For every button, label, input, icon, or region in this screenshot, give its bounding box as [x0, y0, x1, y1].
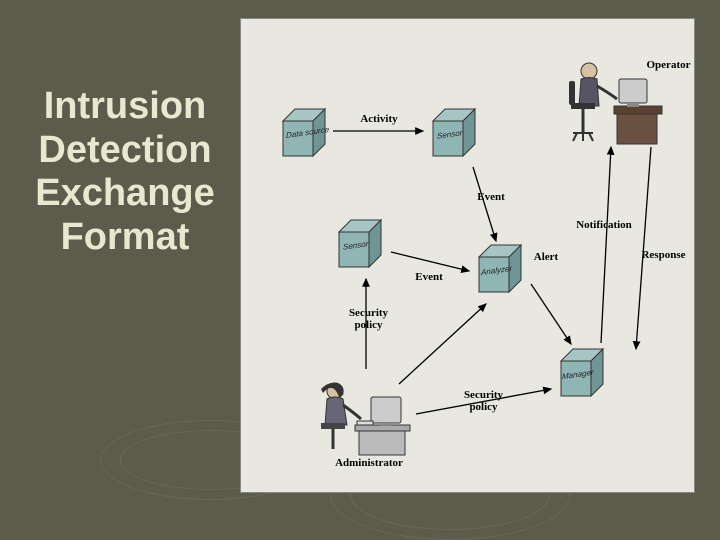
- actor-label-operator: Operator: [641, 59, 696, 71]
- node-sensor-1: Sensor: [423, 101, 483, 159]
- idef-diagram: Data source Sensor Sensor Analyzer: [240, 18, 695, 493]
- edge-label-secpol-1: Security policy: [341, 307, 396, 331]
- node-manager: Manager: [551, 341, 611, 399]
- slide-title: Intrusion Detection Exchange Format: [10, 85, 240, 260]
- actor-label-administrator: Administrator: [329, 457, 409, 469]
- edge-label-response: Response: [636, 249, 691, 261]
- edge-label-notification: Notification: [569, 219, 639, 231]
- edge-label-alert: Alert: [526, 251, 566, 263]
- edge-label-activity: Activity: [354, 113, 404, 125]
- edge-label-event-2: Event: [409, 271, 449, 283]
- actor-administrator: [313, 367, 408, 457]
- node-analyzer: Analyzer: [469, 237, 529, 295]
- edge-label-event-1: Event: [471, 191, 511, 203]
- node-data-source: Data source: [273, 101, 333, 159]
- node-sensor-2: Sensor: [329, 212, 389, 270]
- actor-operator: [559, 51, 654, 141]
- edge-label-secpol-2: Security policy: [456, 389, 511, 413]
